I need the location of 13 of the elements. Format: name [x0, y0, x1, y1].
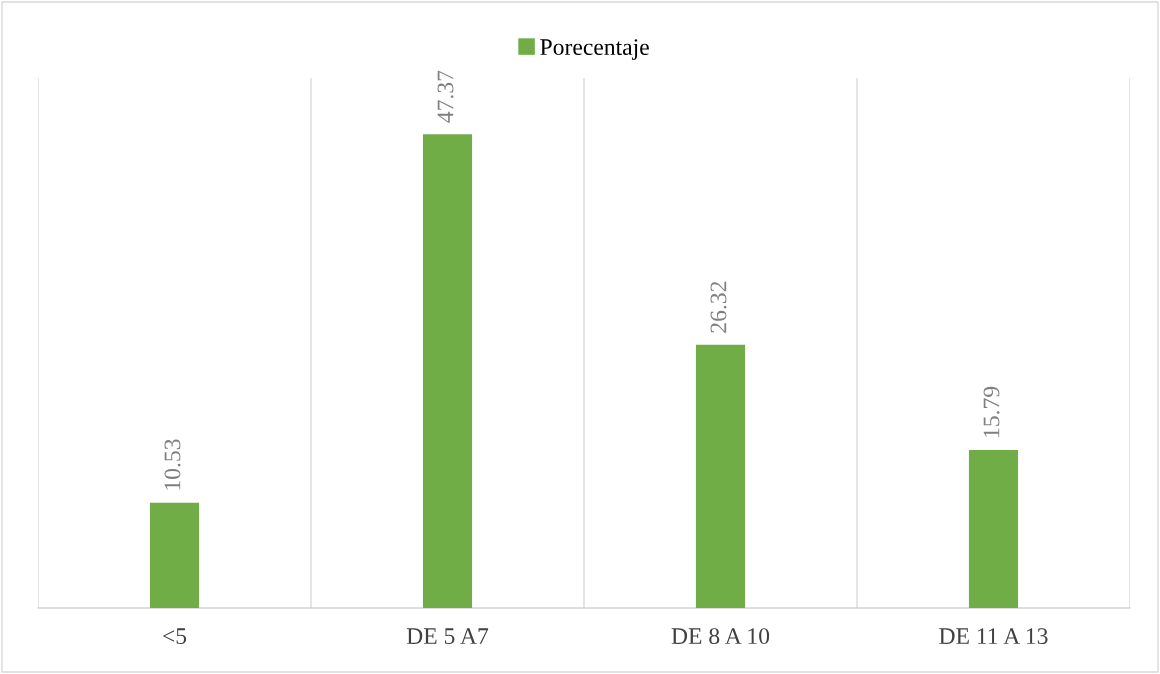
- data-label: 26.32: [710, 281, 727, 333]
- x-tick-label: <5: [163, 628, 187, 645]
- x-tick-label: DE 5 A7: [406, 628, 489, 645]
- bar: [422, 134, 473, 608]
- bar: [695, 344, 746, 608]
- x-tick-label: DE 8 A 10: [671, 628, 770, 645]
- legend-label: Porecentaje: [540, 39, 649, 60]
- data-label: 10.53: [164, 439, 181, 490]
- data-label: 47.37: [437, 70, 454, 123]
- x-tick-label: DE 11 A 13: [939, 628, 1048, 645]
- bar: [968, 450, 1019, 608]
- bar: [149, 502, 200, 608]
- data-label: 15.79: [983, 386, 1000, 437]
